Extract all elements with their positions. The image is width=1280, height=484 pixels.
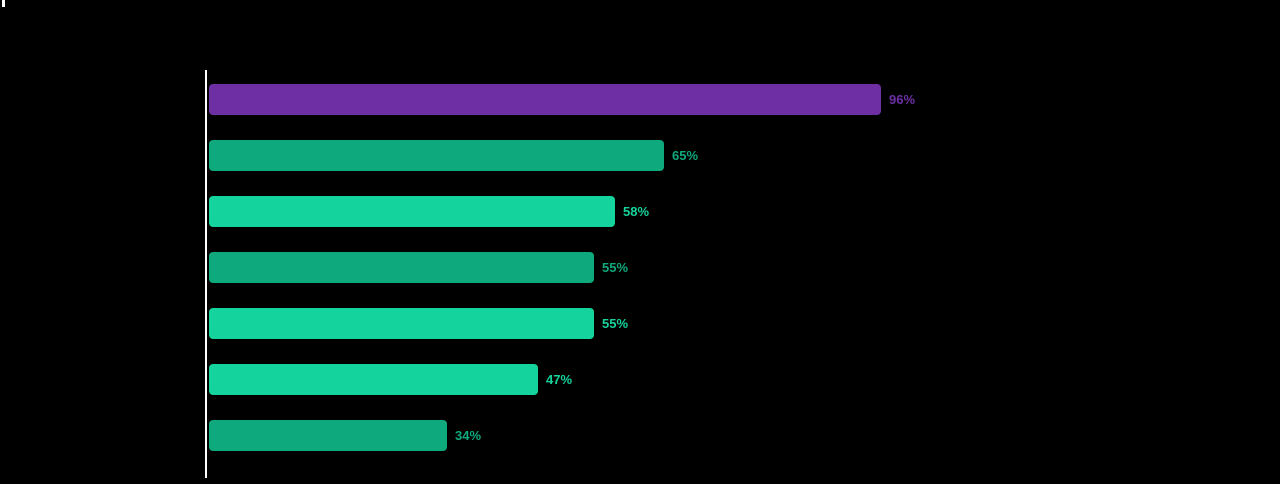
bar — [209, 84, 881, 115]
bar — [209, 364, 538, 395]
bar — [209, 420, 447, 451]
bar — [209, 252, 594, 283]
screen-artifact-dot — [2, 0, 5, 7]
bar-value-label: 34% — [455, 428, 482, 443]
bar-value-label: 55% — [602, 316, 629, 331]
bar-value-label: 65% — [672, 148, 699, 163]
bar — [209, 140, 664, 171]
bar — [209, 308, 594, 339]
bar-value-label: 47% — [546, 372, 573, 387]
bar-value-label: 55% — [602, 260, 629, 275]
bar — [209, 196, 615, 227]
bar-value-label: 96% — [889, 92, 916, 107]
bar-value-label: 58% — [623, 204, 650, 219]
bar-chart-plot-area: 96% 65% 58% 55% 55% 47% 34% — [209, 0, 1280, 484]
y-axis-line — [205, 70, 207, 478]
